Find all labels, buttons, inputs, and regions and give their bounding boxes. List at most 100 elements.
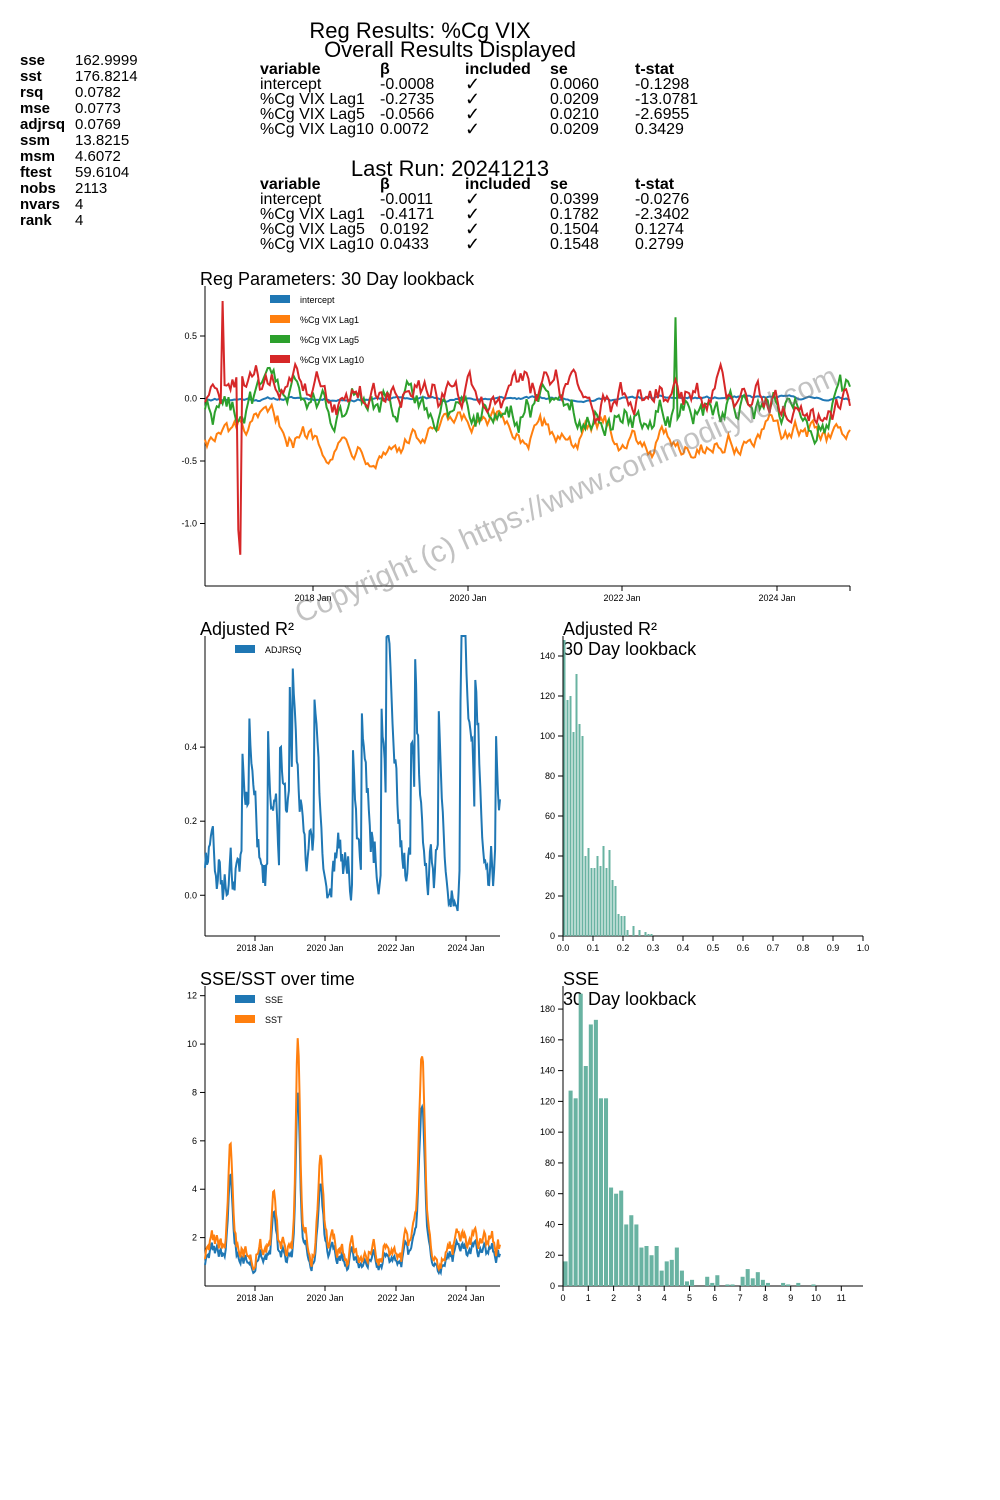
table-cell: intercept: [260, 76, 322, 93]
histogram-bar: [608, 850, 611, 936]
sse-histogram: 180 160 140 120 100 80 60 40 20 00 1 2 3 4 5 6 7 8 9 10 11: [540, 986, 863, 1303]
y-tick-label: 6: [192, 1136, 197, 1146]
histogram-bar: [755, 1272, 760, 1286]
adjrsq-line-title: Adjusted R²: [200, 619, 295, 639]
histogram-bar: [593, 868, 596, 936]
histogram-bar: [674, 1247, 679, 1286]
stat-value: 59.6104: [75, 164, 130, 181]
stat-row-rsq: rsq 0.0782: [20, 85, 170, 101]
stat-value: 0.0769: [75, 116, 121, 133]
x-tick-label: 2020 Jan: [449, 593, 486, 603]
table-cell: %Cg VIX Lag5: [260, 106, 365, 123]
histogram-bar: [599, 866, 602, 936]
table-cell: %Cg VIX Lag5: [260, 221, 365, 238]
adjrsq-hist-title: Adjusted R²: [563, 619, 658, 639]
histogram-bar: [609, 1187, 614, 1286]
histogram-bar: [765, 1282, 770, 1286]
y-tick-label: 80: [545, 1158, 555, 1168]
y-tick-label: -1.0: [181, 519, 197, 529]
y-tick-label: 0.4: [184, 742, 197, 752]
table-row: %Cg VIX Lag1 -0.4171 ✓ 0.1782 -2.3402: [260, 204, 725, 224]
histogram-bar: [569, 696, 572, 936]
table-cell: %Cg VIX Lag1: [260, 206, 365, 223]
stat-row-ftest: ftest 59.6104: [20, 165, 170, 181]
stat-row-sst: sst 176.8214: [20, 69, 170, 85]
stat-key: msm: [20, 148, 56, 165]
histogram-bar: [745, 1269, 750, 1286]
y-tick-label: 0.0: [184, 890, 197, 900]
y-tick-label: 2: [192, 1233, 197, 1243]
histogram-bar: [811, 1284, 816, 1286]
x-tick-label: 0.2: [617, 943, 630, 953]
column-header: se: [550, 61, 568, 78]
table-row: %Cg VIX Lag5 0.0192 ✓ 0.1504 0.1274: [260, 219, 725, 239]
table-cell: 0.1548: [550, 236, 599, 253]
histogram-bar: [573, 1098, 578, 1286]
stat-row-msm: msm 4.6072: [20, 149, 170, 165]
stats-list: sse 162.9999 sst 176.8214 rsq 0.0782 mse 0.0773…: [20, 53, 170, 229]
histogram-bar: [572, 732, 575, 936]
histogram-bar: [664, 1261, 669, 1286]
table-cell: 0.0210: [550, 106, 599, 123]
histogram-bar: [730, 1284, 735, 1286]
x-tick-label: 0.4: [677, 943, 690, 953]
included-check-icon: ✓: [465, 189, 481, 209]
y-tick-label: 40: [545, 1219, 555, 1229]
histogram-bar: [632, 926, 635, 936]
stat-value: 0.0773: [75, 100, 121, 117]
y-tick-label: 40: [545, 851, 555, 861]
table-cell: -13.0781: [635, 91, 699, 108]
x-tick-label: 4: [662, 1293, 667, 1303]
table-cell: 0.1274: [635, 221, 684, 238]
column-header: t-stat: [635, 176, 675, 193]
page-title: Reg Results: %Cg VIX: [309, 18, 531, 43]
x-tick-label: 1: [586, 1293, 591, 1303]
histogram-bar: [563, 640, 566, 936]
histogram-bar: [654, 1246, 659, 1286]
histogram-bar: [760, 1279, 765, 1286]
y-tick-label: 100: [540, 1127, 555, 1137]
series-line: [204, 402, 851, 471]
y-tick-label: 120: [540, 691, 555, 701]
table-cell: -0.0011: [380, 191, 434, 208]
histogram-bar: [587, 848, 590, 936]
stat-row-rank: rank 4: [20, 213, 170, 229]
x-tick-label: 0.7: [767, 943, 780, 953]
sse-sst-plot: 12 10 8 6 4 2 2018 Jan 2020 Jan 2022 Jan 2024 Jan…: [187, 986, 501, 1303]
y-tick-label: 0: [550, 931, 555, 941]
sse-hist-subtitle: 30 Day lookback: [563, 989, 697, 1009]
table-cell: -2.3402: [635, 206, 690, 223]
y-tick-label: 140: [540, 651, 555, 661]
included-check-icon: ✓: [465, 219, 481, 239]
adjrsq-hist-subtitle: 30 Day lookback: [563, 639, 697, 659]
stat-key: mse: [20, 100, 51, 117]
histogram-bar: [623, 916, 626, 936]
histogram-bar: [650, 934, 653, 936]
histogram-bar: [796, 1282, 801, 1286]
column-header: variable: [260, 176, 321, 193]
table-cell: intercept: [260, 191, 322, 208]
x-tick-label: 0.9: [827, 943, 840, 953]
x-tick-label: 9: [788, 1293, 793, 1303]
x-tick-label: 2018 Jan: [236, 1293, 273, 1303]
x-tick-label: 2024 Jan: [447, 943, 484, 953]
x-tick-label: 6: [712, 1293, 717, 1303]
histogram-bar: [639, 1247, 644, 1286]
table-cell: -2.6955: [635, 106, 690, 123]
adjrsq-histogram: 140 120 100 80 60 40 20 00.0 0.1 0.2 0.3 0.4 0.5 0.6 0…: [540, 636, 869, 953]
included-check-icon: ✓: [465, 204, 481, 224]
histogram-bar: [578, 993, 583, 1286]
table-cell: 0.0192: [380, 221, 429, 238]
x-tick-label: 0.0: [557, 943, 570, 953]
histogram-bar: [593, 1019, 598, 1286]
y-tick-label: 80: [545, 771, 555, 781]
y-tick-label: 160: [540, 1035, 555, 1045]
stat-row-mse: mse 0.0773: [20, 101, 170, 117]
histogram-bar: [715, 1275, 720, 1286]
y-tick-label: 140: [540, 1066, 555, 1076]
series-line: [204, 1092, 501, 1277]
histogram-bar: [620, 916, 623, 936]
table-cell: -0.0276: [635, 191, 690, 208]
histogram-bar: [705, 1276, 710, 1286]
table-cell: 0.3429: [635, 121, 684, 138]
